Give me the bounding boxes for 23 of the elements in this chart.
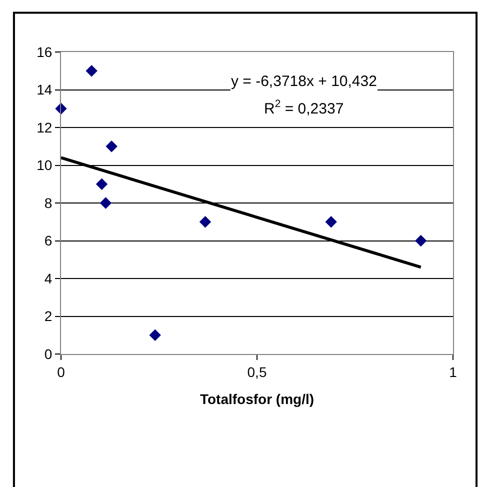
y-tick-label: 0 — [44, 346, 52, 362]
y-tick-label: 10 — [36, 157, 52, 174]
point — [415, 234, 427, 247]
point — [149, 329, 161, 341]
x-axis-title: Totalfosfor (mg/l) — [200, 391, 314, 408]
point — [96, 178, 108, 190]
x-tick-label: 0,5 — [247, 364, 267, 380]
x-tick-label: 1 — [449, 364, 458, 380]
y-tick-label: 6 — [44, 232, 52, 249]
annotation: y = -6,3718x + 10,432 — [231, 73, 377, 90]
y-tick-label: 14 — [36, 82, 52, 98]
point — [325, 216, 337, 228]
annotation: R$^{2}$ = 0,2337 — [264, 98, 344, 118]
y-tick-label: 8 — [44, 194, 52, 211]
y-tick-label: 2 — [44, 308, 52, 324]
point — [199, 216, 212, 228]
y-tick-label: 12 — [36, 119, 52, 136]
y-tick-label: 4 — [44, 270, 52, 286]
y-tick-label: 16 — [36, 44, 52, 60]
point — [106, 140, 118, 152]
x-tick-label: 0 — [57, 364, 66, 380]
point — [100, 197, 112, 209]
point — [86, 65, 98, 77]
